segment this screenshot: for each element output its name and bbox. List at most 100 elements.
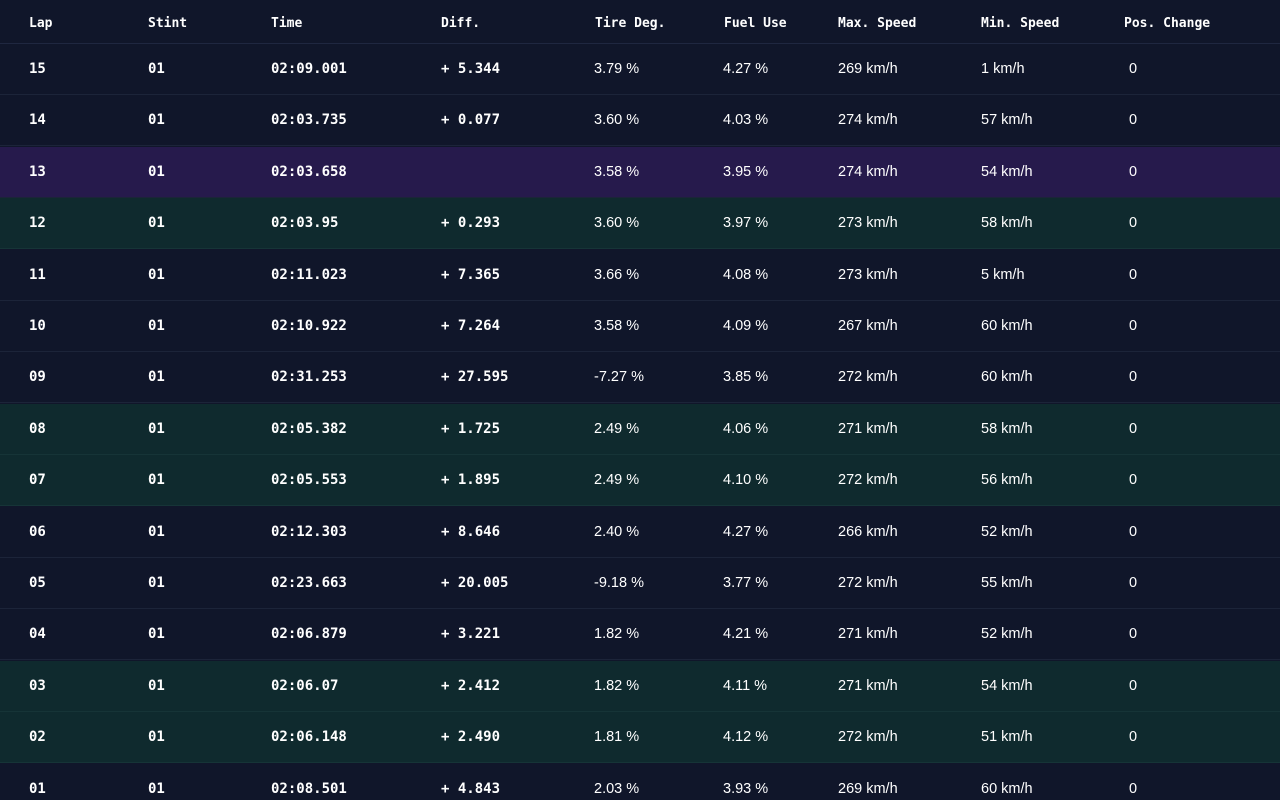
cell-pos-change: 0 <box>1129 472 1138 489</box>
cell-pos-change: 0 <box>1129 575 1138 591</box>
table-row[interactable]: 02 01 02:06.148 + 2.490 1.81 % 4.12 % 272 km/h… <box>0 712 1280 764</box>
cell-time: 02:31.253 <box>271 369 347 386</box>
header-min-speed[interactable]: Min. Speed <box>981 16 1060 31</box>
cell-time: 02:09.001 <box>271 61 347 77</box>
table-row[interactable]: 08 01 02:05.382 + 1.725 2.49 % 4.06 % 271 km/h… <box>0 403 1280 455</box>
cell-tire-deg: 2.40 % <box>594 523 640 540</box>
cell-stint: 01 <box>148 523 165 540</box>
cell-stint: 01 <box>148 472 165 489</box>
cell-stint: 01 <box>148 677 165 694</box>
cell-min-speed: 51 km/h <box>981 729 1033 746</box>
cell-lap: 06 <box>29 523 46 540</box>
cell-fuel-use: 3.97 % <box>723 215 769 232</box>
cell-max-speed: 274 km/h <box>838 112 898 129</box>
table-row[interactable]: 13 01 02:03.658 3.58 % 3.95 % 274 km/h 54 km/h… <box>0 146 1280 198</box>
cell-fuel-use: 4.06 % <box>723 420 769 437</box>
cell-tire-deg: -9.18 % <box>594 575 644 591</box>
cell-min-speed: 54 km/h <box>981 677 1033 694</box>
cell-time: 02:05.382 <box>271 420 347 437</box>
cell-fuel-use: 4.08 % <box>723 266 769 283</box>
cell-min-speed: 52 km/h <box>981 626 1033 643</box>
cell-diff: + 5.344 <box>441 61 501 77</box>
cell-diff: + 3.221 <box>441 626 501 643</box>
cell-diff: + 20.005 <box>441 575 509 591</box>
cell-pos-change: 0 <box>1129 420 1138 437</box>
cell-stint: 01 <box>148 626 165 643</box>
cell-pos-change: 0 <box>1129 677 1138 694</box>
table-row[interactable]: 11 01 02:11.023 + 7.365 3.66 % 4.08 % 273 km/h… <box>0 249 1280 301</box>
cell-tire-deg: 1.82 % <box>594 626 640 643</box>
cell-diff: + 1.725 <box>441 420 501 437</box>
cell-tire-deg: 3.58 % <box>594 318 640 334</box>
cell-stint: 01 <box>148 112 165 129</box>
cell-diff: + 1.895 <box>441 472 501 489</box>
cell-lap: 13 <box>29 163 46 180</box>
cell-fuel-use: 4.21 % <box>723 626 769 643</box>
cell-lap: 05 <box>29 575 46 591</box>
cell-diff: + 27.595 <box>441 369 509 386</box>
cell-tire-deg: 2.49 % <box>594 420 640 437</box>
table-row[interactable]: 12 01 02:03.95 + 0.293 3.60 % 3.97 % 273 km/h 5… <box>0 198 1280 250</box>
cell-lap: 03 <box>29 677 46 694</box>
table-row[interactable]: 05 01 02:23.663 + 20.005 -9.18 % 3.77 % 272 km… <box>0 558 1280 609</box>
cell-fuel-use: 3.77 % <box>723 575 769 591</box>
header-pos-change[interactable]: Pos. Change <box>1124 16 1211 31</box>
table-row[interactable]: 10 01 02:10.922 + 7.264 3.58 % 4.09 % 267 km/h… <box>0 301 1280 352</box>
table-header: Lap Stint Time Diff. Tire Deg. Fuel Use … <box>0 0 1280 44</box>
cell-fuel-use: 4.12 % <box>723 729 769 746</box>
cell-lap: 04 <box>29 626 46 643</box>
cell-min-speed: 56 km/h <box>981 472 1033 489</box>
table-row[interactable]: 04 01 02:06.879 + 3.221 1.82 % 4.21 % 271 km/h… <box>0 609 1280 661</box>
cell-tire-deg: 3.60 % <box>594 112 640 129</box>
cell-stint: 01 <box>148 318 165 334</box>
cell-fuel-use: 4.03 % <box>723 112 769 129</box>
table-row[interactable]: 03 01 02:06.07 + 2.412 1.82 % 4.11 % 271 km/h 5… <box>0 660 1280 712</box>
cell-min-speed: 58 km/h <box>981 215 1033 232</box>
cell-lap: 10 <box>29 318 46 334</box>
cell-time: 02:06.879 <box>271 626 347 643</box>
header-diff[interactable]: Diff. <box>441 16 481 31</box>
cell-time: 02:03.735 <box>271 112 347 129</box>
cell-lap: 12 <box>29 215 46 232</box>
cell-min-speed: 55 km/h <box>981 575 1033 591</box>
cell-max-speed: 273 km/h <box>838 215 898 232</box>
table-row[interactable]: 09 01 02:31.253 + 27.595 -7.27 % 3.85 % 272 km… <box>0 352 1280 404</box>
cell-max-speed: 271 km/h <box>838 626 898 643</box>
cell-fuel-use: 4.09 % <box>723 318 769 334</box>
cell-diff: + 2.412 <box>441 677 501 694</box>
cell-fuel-use: 4.11 % <box>723 677 768 694</box>
header-fuel-use[interactable]: Fuel Use <box>724 16 787 31</box>
cell-stint: 01 <box>148 369 165 386</box>
cell-tire-deg: 3.60 % <box>594 215 640 232</box>
cell-lap: 15 <box>29 61 46 77</box>
cell-fuel-use: 3.93 % <box>723 780 769 797</box>
cell-lap: 14 <box>29 112 46 129</box>
table-row[interactable]: 15 01 02:09.001 + 5.344 3.79 % 4.27 % 269 km/h… <box>0 44 1280 95</box>
cell-diff: + 7.264 <box>441 318 501 334</box>
cell-lap: 02 <box>29 729 46 746</box>
cell-time: 02:12.303 <box>271 523 347 540</box>
table-row[interactable]: 06 01 02:12.303 + 8.646 2.40 % 4.27 % 266 km/h… <box>0 506 1280 558</box>
cell-time: 02:05.553 <box>271 472 347 489</box>
table-row[interactable]: 01 01 02:08.501 + 4.843 2.03 % 3.93 % 269 km/h… <box>0 763 1280 800</box>
header-max-speed[interactable]: Max. Speed <box>838 16 917 31</box>
cell-fuel-use: 3.85 % <box>723 369 769 386</box>
cell-time: 02:11.023 <box>271 266 347 283</box>
cell-max-speed: 272 km/h <box>838 369 898 386</box>
cell-min-speed: 54 km/h <box>981 163 1033 180</box>
cell-pos-change: 0 <box>1129 112 1138 129</box>
header-time[interactable]: Time <box>271 16 303 31</box>
table-row[interactable]: 07 01 02:05.553 + 1.895 2.49 % 4.10 % 272 km/h… <box>0 455 1280 507</box>
cell-lap: 07 <box>29 472 46 489</box>
cell-stint: 01 <box>148 266 165 283</box>
cell-time: 02:03.658 <box>271 163 347 180</box>
header-lap[interactable]: Lap <box>29 16 53 31</box>
header-tire-deg[interactable]: Tire Deg. <box>595 16 666 31</box>
cell-time: 02:23.663 <box>271 575 347 591</box>
cell-tire-deg: 1.81 % <box>594 729 640 746</box>
header-stint[interactable]: Stint <box>148 16 188 31</box>
table-row[interactable]: 14 01 02:03.735 + 0.077 3.60 % 4.03 % 274 km/h… <box>0 95 1280 147</box>
cell-max-speed: 273 km/h <box>838 266 898 283</box>
cell-min-speed: 52 km/h <box>981 523 1033 540</box>
cell-fuel-use: 4.10 % <box>723 472 769 489</box>
